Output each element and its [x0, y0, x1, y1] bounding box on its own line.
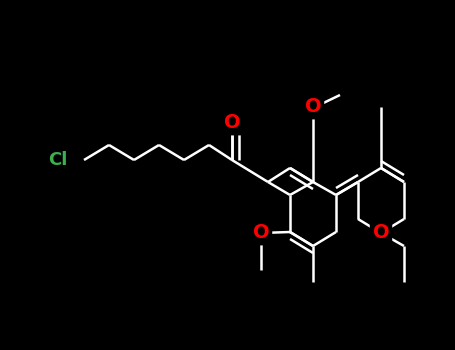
Text: O: O	[253, 224, 269, 243]
Text: O: O	[305, 98, 321, 117]
Text: Cl: Cl	[48, 151, 68, 169]
Text: O: O	[224, 113, 240, 133]
Text: O: O	[373, 224, 389, 243]
